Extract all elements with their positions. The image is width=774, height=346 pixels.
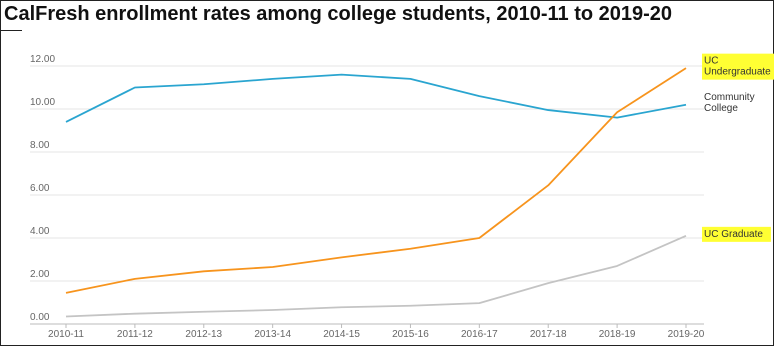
y-tick-label: 6.00	[30, 183, 50, 194]
y-tick-label: 0.00	[30, 312, 50, 323]
series-lines	[65, 67, 687, 318]
y-tick-label: 2.00	[30, 269, 50, 280]
x-tick-label: 2010-11	[48, 329, 84, 340]
x-tick-label: 2015-16	[392, 329, 429, 340]
x-tick-label: 2017-18	[530, 329, 567, 340]
series-line-community-college	[65, 73, 687, 123]
gridlines	[30, 65, 704, 282]
label-highlight	[702, 226, 771, 242]
series-line-uc-undergraduate	[65, 67, 687, 294]
x-tick-label: 2011-12	[117, 329, 153, 340]
y-tick-label: 8.00	[30, 140, 50, 151]
series-label-text: College	[704, 103, 738, 114]
y-tick-label: 4.00	[30, 226, 50, 237]
chart-title: CalFresh enrollment rates among college …	[4, 3, 673, 25]
x-tick-label: 2018-19	[599, 329, 636, 340]
series-label-text: Community	[704, 92, 755, 103]
title-rule	[0, 30, 22, 31]
x-tick-label: 2016-17	[461, 329, 498, 340]
series-line-uc-graduate	[65, 235, 687, 318]
series-label-text: Undergraduate	[704, 67, 771, 78]
series-label-text: UC Graduate	[704, 229, 763, 240]
label-highlight	[702, 53, 774, 80]
y-tick-label: 12.00	[30, 54, 55, 65]
axes: 0.00 2.00 4.00 6.00 8.00 10.00 12.00 2010-11 201…	[30, 54, 705, 340]
x-tick-label: 2019-20	[668, 329, 705, 340]
x-tick-label: 2012-13	[185, 329, 222, 340]
y-tick-label: 10.00	[30, 97, 55, 108]
x-tick-label: 2014-15	[323, 329, 360, 340]
series-label-text: UC	[704, 56, 718, 67]
x-tick-label: 2013-14	[254, 329, 291, 340]
series-label-uc-graduate: UC Graduate	[702, 226, 771, 242]
